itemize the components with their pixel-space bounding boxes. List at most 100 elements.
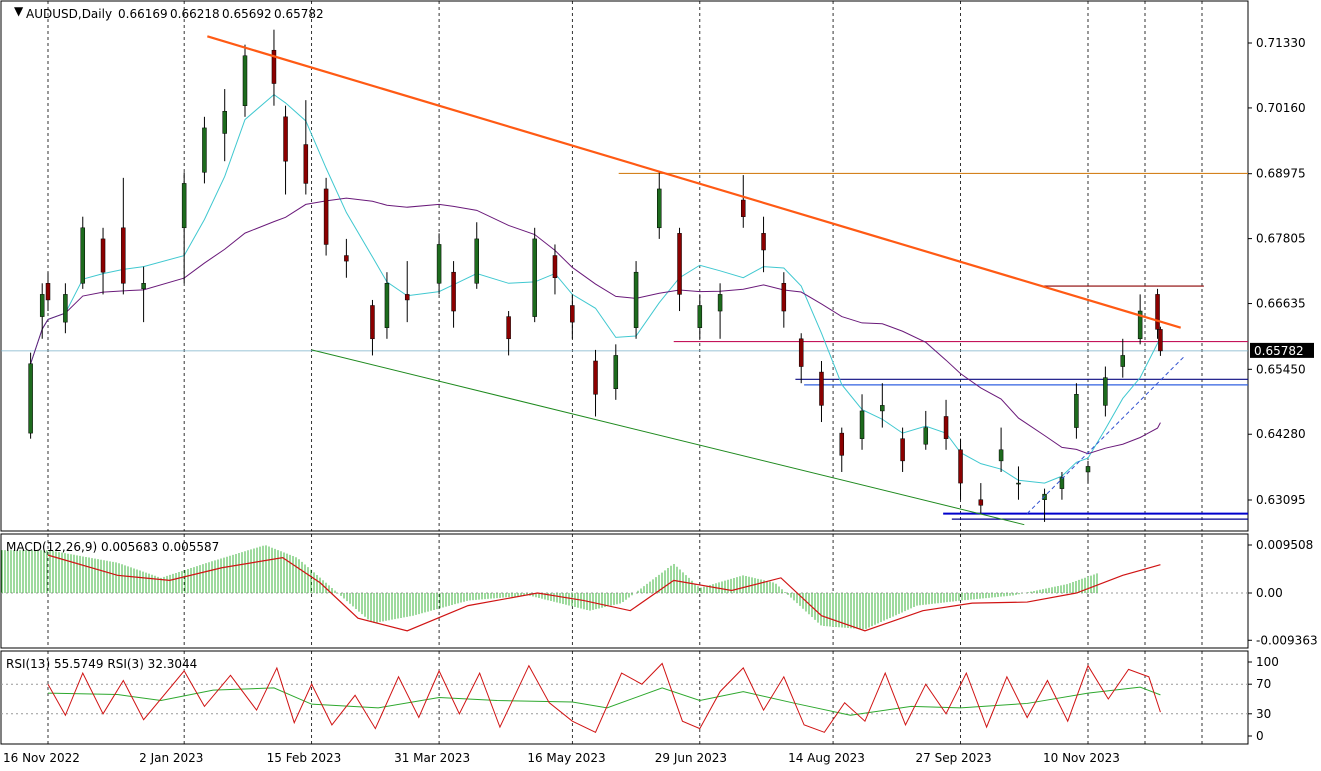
candle-body <box>1042 493 1047 500</box>
price-y-axis: 0.71330 0.70160 0.68975 0.67805 0.66635 0.654… <box>1248 36 1306 507</box>
price-ohlc-low: 0.65692 <box>222 7 272 21</box>
fast-ma <box>30 93 1161 484</box>
x-tick-label: 29 Jun 2023 <box>655 751 727 765</box>
x-tick-label: 27 Sep 2023 <box>916 751 992 765</box>
price-trendlines <box>207 35 1184 526</box>
y-tick-label: 0.63095 <box>1256 493 1306 507</box>
candle-body <box>613 355 619 389</box>
candle-body <box>697 305 703 328</box>
macd-title: MACD(12,26,9) 0.005683 0.005587 <box>6 540 219 554</box>
rising-support-dashed <box>1026 356 1184 514</box>
price-panel-frame <box>0 0 1249 532</box>
candle-body <box>761 233 766 251</box>
macd-signal-line <box>47 554 1161 632</box>
candle-body <box>404 294 410 301</box>
candle-body <box>819 371 824 406</box>
y-tick-label: 0.67805 <box>1256 232 1306 246</box>
candle-body <box>283 116 288 162</box>
candle-body <box>28 363 33 434</box>
y-tick-label: 0.65450 <box>1256 362 1306 376</box>
y-tick-label: 0.70160 <box>1256 101 1306 115</box>
candle-body <box>741 199 746 217</box>
macd-panel-frame <box>0 533 1249 649</box>
macd-signal <box>47 554 1161 632</box>
descending-support <box>311 349 1025 526</box>
candle-body <box>978 499 984 506</box>
candle-body <box>1137 310 1143 340</box>
candle-body <box>1120 355 1126 367</box>
y-tick-label: 0.66635 <box>1256 297 1306 311</box>
y-tick-label: 0 <box>1256 729 1264 743</box>
candle-body <box>900 438 905 462</box>
candle-body <box>303 144 309 184</box>
candle-body <box>633 271 639 328</box>
candle-body <box>1085 466 1091 473</box>
price-ohlc-high: 0.66218 <box>170 7 220 21</box>
descending-resistance <box>207 35 1182 329</box>
rsi-panel[interactable]: RSI(13) 55.5749 RSI(3) 32.3044 100 70 30 0 <box>0 650 1279 745</box>
candle-body <box>839 432 845 456</box>
candle-body <box>506 316 511 340</box>
price-moving-averages <box>30 93 1161 484</box>
candle-body <box>1155 294 1160 330</box>
rsi-title: RSI(13) 55.5749 RSI(3) 32.3044 <box>6 657 197 671</box>
candle-body <box>717 294 723 312</box>
candle-body <box>436 244 442 284</box>
candle-body <box>923 427 929 445</box>
candle-body <box>798 338 804 367</box>
y-tick-label: 0.71330 <box>1256 36 1306 50</box>
candle-body <box>323 188 329 245</box>
price-horizontal-levels <box>1 172 1248 520</box>
x-tick-label: 31 Mar 2023 <box>394 751 470 765</box>
y-tick-label: 0.68975 <box>1256 167 1306 181</box>
x-axis: 16 Nov 2022 2 Jan 2023 15 Feb 2023 31 Mar 2… <box>3 751 1120 765</box>
y-tick-label: 0.009508 <box>1256 538 1313 552</box>
candle-body <box>100 238 106 273</box>
candle-body <box>121 227 126 284</box>
candle-body <box>958 449 963 484</box>
price-header: ▼ AUDUSD,Daily 0.66169 0.66218 0.65692 0… <box>14 4 324 21</box>
rsi-y-axis: 100 70 30 0 <box>1248 655 1279 743</box>
candle-body <box>1074 394 1079 428</box>
current-price-box <box>1250 342 1314 358</box>
current-price-marker: 0.65782 <box>1250 342 1314 358</box>
x-tick-label: 14 Aug 2023 <box>788 751 865 765</box>
candle-body <box>80 227 86 284</box>
candle-body <box>593 360 598 395</box>
price-title: AUDUSD,Daily <box>26 7 112 21</box>
slow-ma <box>30 197 1161 455</box>
candle-body <box>202 127 207 173</box>
current-price-label: 0.65782 <box>1254 344 1304 358</box>
candle-body <box>451 271 456 312</box>
candle-body <box>677 233 682 295</box>
candle-body <box>39 294 45 317</box>
macd-y-axis: 0.009508 0.00 -0.009363 <box>1248 538 1318 647</box>
candle-body <box>1103 377 1108 406</box>
y-tick-label: 0.64280 <box>1256 427 1306 441</box>
y-tick-label: 70 <box>1256 677 1271 691</box>
x-tick-label: 16 May 2023 <box>527 751 605 765</box>
x-tick-label: 10 Nov 2023 <box>1043 751 1120 765</box>
x-tick-label: 16 Nov 2022 <box>3 751 80 765</box>
chart-menu-arrow-icon[interactable]: ▼ <box>14 4 24 18</box>
rsi-line <box>47 662 1161 733</box>
price-panel[interactable]: ▼ AUDUSD,Daily 0.66169 0.66218 0.65692 0… <box>0 0 1314 532</box>
candle-body <box>532 238 537 317</box>
price-candles <box>28 29 1163 522</box>
vertical-gridlines <box>47 1 1203 744</box>
candle-body <box>384 283 390 328</box>
candle-body <box>45 283 51 301</box>
candle-body <box>474 238 479 284</box>
candle-body <box>344 255 349 262</box>
candle-body <box>943 416 949 439</box>
price-ohlc-close: 0.65782 <box>274 7 324 21</box>
candle-body <box>271 49 277 84</box>
candle-body <box>998 449 1004 462</box>
x-tick-label: 2 Jan 2023 <box>139 751 203 765</box>
macd-panel[interactable]: MACD(12,26,9) 0.005683 0.005587 0.009508… <box>0 533 1318 649</box>
rsi-levels <box>1 683 1248 715</box>
candle-body <box>63 294 68 323</box>
candle-body <box>552 255 558 278</box>
candle-body <box>370 305 375 340</box>
